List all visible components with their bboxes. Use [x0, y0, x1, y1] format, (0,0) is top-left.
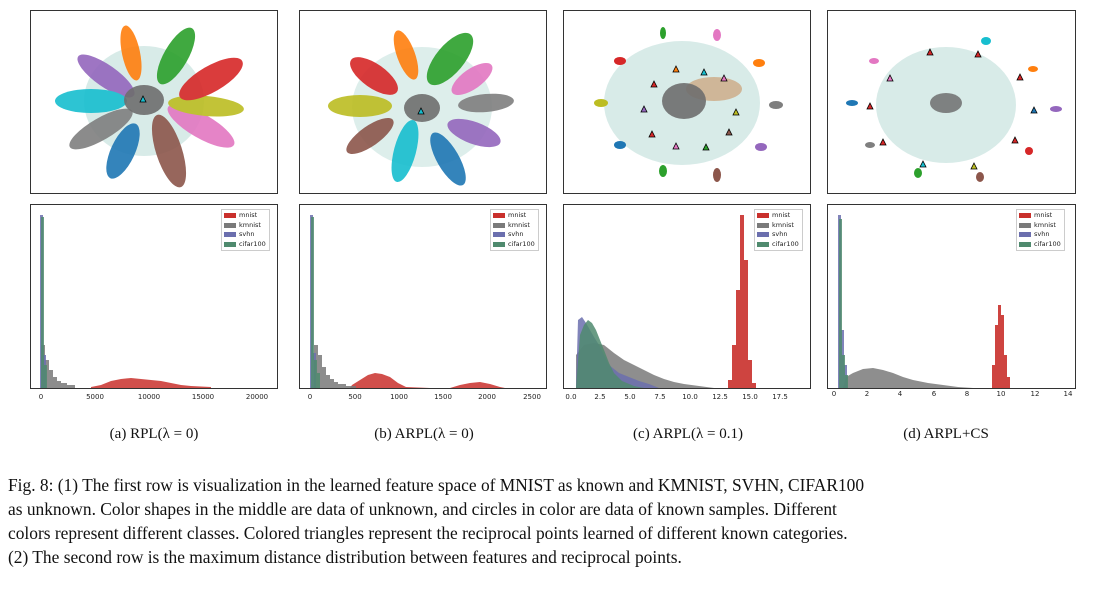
legend-label-kmnist: kmnist [772, 220, 794, 229]
xtick: 7.5 [654, 393, 666, 401]
bars-cifar100-a [41, 217, 47, 388]
histogram-a [40, 215, 211, 388]
histogram-d [838, 215, 1010, 388]
xtick: 0 [831, 390, 837, 398]
legend-label-mnist: mnist [1034, 211, 1053, 219]
known-clusters-d [846, 37, 1062, 182]
figure-caption-line: colors represent different classes. Colo… [8, 523, 848, 543]
legend-label-svhn: svhn [772, 230, 788, 238]
xtick: 2500 [523, 393, 541, 401]
bars-mnist-c [728, 215, 756, 388]
legend-b: mnist kmnist svhn cifar100 [490, 209, 539, 251]
xtick: 15.0 [742, 393, 758, 401]
legend-label-svhn: svhn [508, 230, 524, 238]
scatter-plot-c [594, 27, 783, 182]
known-core-c [662, 83, 706, 119]
bars-kmnist-d [843, 368, 973, 388]
reciprocal-point-b [417, 107, 425, 115]
figure-caption: Fig. 8: (1) The first row is visualizati… [8, 473, 1088, 569]
legend-label-kmnist: kmnist [1034, 220, 1056, 229]
xtick: 1000 [390, 393, 408, 401]
scatter-panel-a [30, 10, 278, 194]
xtick: 5.0 [624, 393, 636, 401]
histogram-c [576, 215, 756, 388]
reciprocal-points-c [640, 65, 740, 151]
legend-label-svhn: svhn [239, 230, 255, 238]
xtick: 14 [1063, 390, 1073, 398]
xtick: 6 [931, 390, 937, 398]
xtick: 10.0 [682, 393, 698, 401]
scatter-plot-a [55, 25, 244, 188]
known-core-b [404, 94, 440, 122]
xtick: 0 [307, 393, 313, 401]
class-lobes-a [55, 25, 244, 188]
bars-mnist-d [992, 305, 1010, 388]
xtick: 0.0 [565, 393, 577, 401]
xtick: 2.5 [594, 393, 606, 401]
class-lobes-b [328, 30, 514, 186]
xtick: 15000 [191, 393, 215, 401]
legend-c: mnist kmnist svhn cifar100 [754, 209, 803, 251]
scatter-panel-d [827, 10, 1076, 194]
legend-label-mnist: mnist [239, 211, 258, 219]
xtick: 12.5 [712, 393, 728, 401]
known-core-d [930, 93, 962, 113]
bars-mnist-a [71, 378, 211, 388]
xtick: 0 [38, 393, 44, 401]
legend-label-kmnist: kmnist [508, 220, 530, 229]
subcaption-b: (b) ARPL(λ = 0) [374, 426, 474, 442]
xtick: 20000 [245, 393, 269, 401]
legend-label-svhn: svhn [1034, 230, 1050, 238]
legend-a: mnist kmnist svhn cifar100 [221, 209, 270, 251]
scatter-panel-b [299, 10, 547, 194]
reciprocal-point-a [139, 95, 147, 103]
xtick: 500 [348, 393, 362, 401]
figure-caption-line: (2) The second row is the maximum distan… [8, 547, 682, 567]
legend-label-mnist: mnist [508, 211, 527, 219]
legend-label-kmnist: kmnist [239, 220, 261, 229]
scatter-plot-b [328, 30, 514, 186]
bars-kmnist-b [314, 345, 356, 388]
bars-cifar100-b [311, 217, 320, 388]
xtick: 10 [996, 390, 1006, 398]
xtick: 17.5 [772, 393, 788, 401]
known-clusters-c [594, 27, 783, 182]
histogram-panel-a [30, 204, 278, 389]
xtick: 1500 [434, 393, 452, 401]
legend-label-cifar100: cifar100 [772, 239, 799, 248]
xtick: 2 [864, 390, 870, 398]
legend-label-mnist: mnist [772, 211, 791, 219]
legend-d: mnist kmnist svhn cifar100 [1016, 209, 1065, 251]
legend-label-cifar100: cifar100 [1034, 239, 1061, 248]
figure-caption-line: Fig. 8: (1) The first row is visualizati… [8, 475, 865, 495]
scatter-plot-d [846, 37, 1062, 182]
subcaption-c: (c) ARPL(λ = 0.1) [633, 426, 743, 442]
xtick: 12 [1030, 390, 1040, 398]
bars-cifar100-c [576, 320, 644, 388]
scatter-panel-c [563, 10, 811, 194]
bars-mnist-b [350, 373, 505, 388]
legend-label-cifar100: cifar100 [508, 239, 535, 248]
histogram-b [310, 215, 505, 388]
xtick: 2000 [478, 393, 496, 401]
figure-caption-line: as unknown. Color shapes in the middle a… [8, 499, 837, 519]
legend-label-cifar100: cifar100 [239, 239, 266, 248]
reciprocal-points-d [866, 48, 1038, 170]
xtick: 5000 [86, 393, 104, 401]
xtick: 10000 [137, 393, 161, 401]
xtick: 4 [897, 390, 903, 398]
bars-cifar100-d [839, 219, 848, 388]
subcaption-d: (d) ARPL+CS [903, 426, 989, 442]
xtick: 8 [964, 390, 970, 398]
subcaption-a: (a) RPL(λ = 0) [109, 426, 199, 442]
